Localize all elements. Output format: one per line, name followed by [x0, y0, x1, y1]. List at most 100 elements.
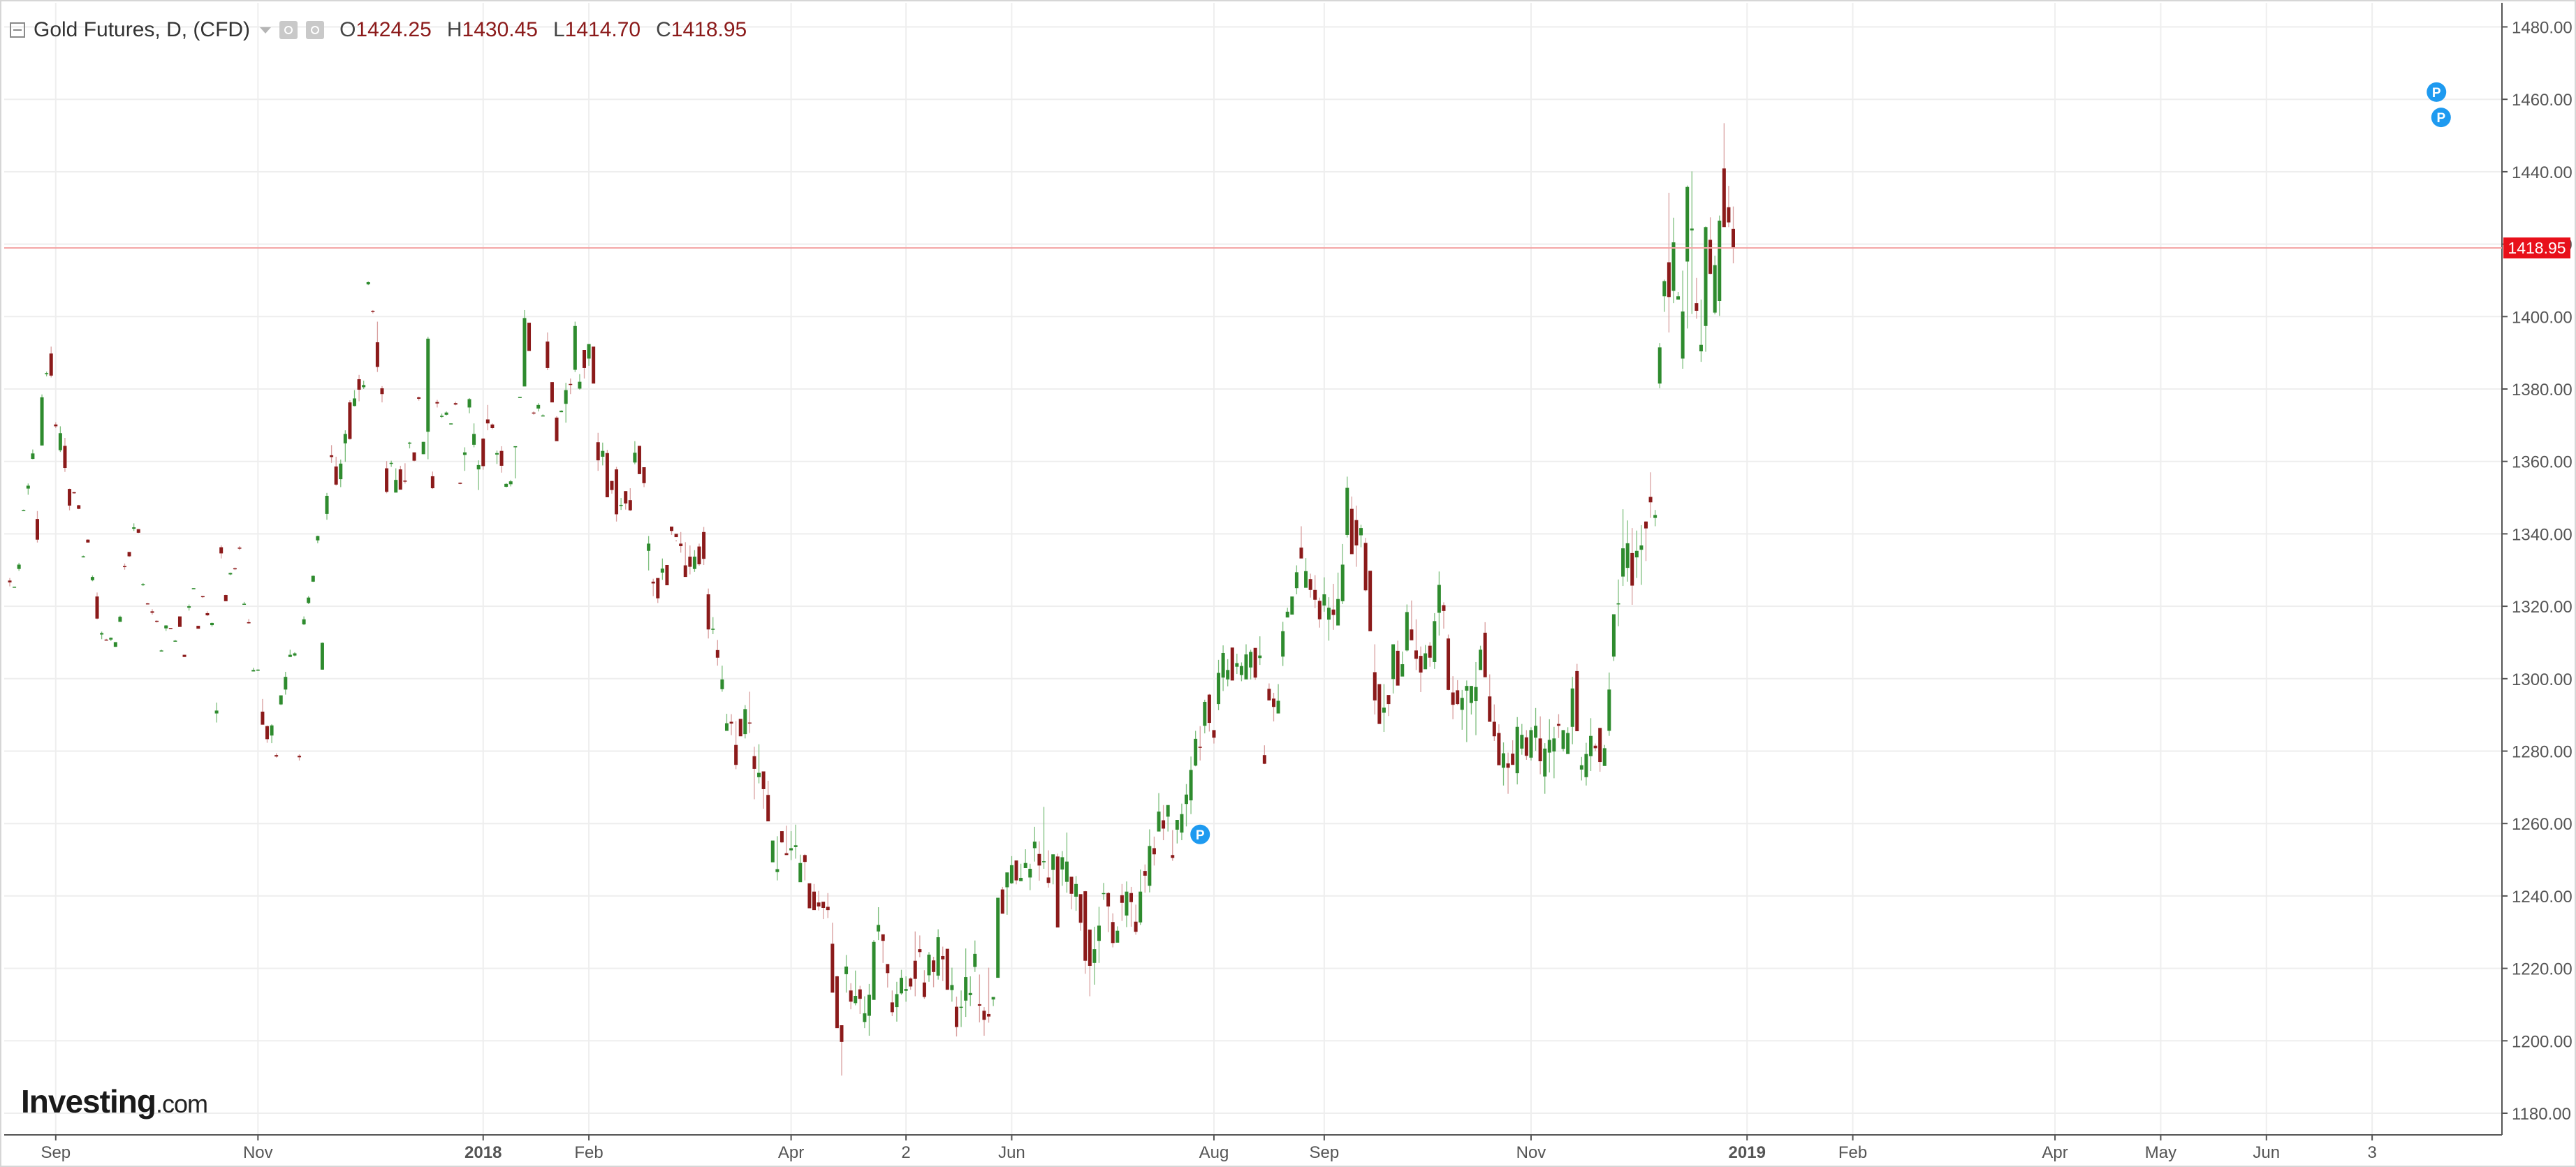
candle-up	[1570, 677, 1574, 744]
candle-body	[968, 992, 972, 995]
candle-down	[1129, 886, 1134, 927]
candle-body	[711, 629, 715, 630]
candle-down	[200, 596, 205, 599]
candle-down	[1349, 496, 1354, 555]
candle-body	[1704, 227, 1708, 326]
candle-body	[1203, 701, 1207, 726]
x-tick-label: Sep	[41, 1143, 71, 1162]
candle-up	[991, 997, 995, 1006]
candle-down	[72, 492, 76, 494]
candle-body	[1249, 652, 1253, 668]
candle-body	[196, 626, 200, 629]
candle-body	[339, 463, 343, 480]
settings-icon[interactable]	[279, 21, 298, 39]
candle-down	[1055, 853, 1060, 928]
candle-body	[1561, 730, 1565, 749]
candle-down	[1442, 602, 1446, 629]
candle-down	[683, 542, 687, 578]
candle-down	[715, 640, 719, 666]
candle-up	[270, 724, 274, 744]
candle-up	[22, 509, 26, 511]
candle-body	[1051, 854, 1055, 870]
candle-body	[150, 611, 154, 613]
candle-down	[881, 934, 885, 963]
candle-down	[145, 603, 149, 605]
candle-body	[1097, 925, 1101, 941]
candle-body	[1005, 872, 1009, 888]
candle-body	[688, 557, 692, 567]
candle-body	[104, 639, 108, 641]
candle-body	[444, 412, 448, 415]
candle-up	[513, 446, 518, 479]
candle-up	[343, 430, 347, 462]
candle-up	[1322, 577, 1326, 612]
candle-down	[1308, 573, 1312, 598]
candle-body	[858, 989, 862, 999]
p-marker-icon[interactable]: P	[2431, 108, 2451, 128]
candle-body	[1718, 220, 1722, 302]
candle-down	[1695, 277, 1699, 319]
instrument-title[interactable]: Gold Futures, D, (CFD)	[34, 18, 251, 41]
candle-body	[1267, 689, 1271, 700]
investing-logo[interactable]: Investing.com	[21, 1083, 208, 1120]
candle-down	[233, 567, 237, 571]
candle-body	[366, 282, 370, 285]
candle-down	[430, 471, 434, 490]
candle-body	[1405, 612, 1409, 651]
p-marker-icon[interactable]: P	[1190, 824, 1210, 844]
candle-body	[210, 622, 214, 626]
candle-up	[1424, 645, 1428, 670]
candle-body	[256, 669, 260, 671]
candle-body	[407, 442, 411, 444]
candle-body	[1317, 601, 1322, 619]
collapse-icon[interactable]	[10, 22, 25, 38]
candle-up	[1244, 644, 1248, 680]
candle-body	[1069, 876, 1074, 894]
candle-down	[977, 974, 981, 1022]
candle-body	[793, 845, 798, 847]
close-icon[interactable]	[306, 21, 325, 39]
candle-up	[1699, 299, 1703, 362]
candle-down	[1556, 714, 1560, 738]
candle-down	[1253, 647, 1257, 680]
candle-body	[1262, 755, 1266, 764]
candle-body	[1465, 686, 1469, 691]
dropdown-caret-icon[interactable]	[260, 27, 272, 34]
candle-down	[1171, 830, 1175, 861]
candle-up	[1294, 565, 1298, 594]
p-marker-icon[interactable]: P	[2427, 82, 2447, 102]
candle-down	[375, 321, 379, 372]
candle-down	[1377, 684, 1382, 724]
candle-body	[90, 577, 94, 580]
candle-down	[1106, 892, 1111, 932]
candle-up	[210, 622, 214, 627]
candle-up	[522, 309, 527, 387]
candle-down	[982, 1007, 986, 1036]
candle-up	[1285, 608, 1289, 618]
candle-down	[849, 983, 853, 1010]
candle-up	[1336, 572, 1340, 626]
candle-body	[1520, 735, 1524, 749]
candle-body	[458, 483, 462, 484]
candle-body	[481, 439, 485, 467]
candle-body	[316, 536, 320, 541]
candle-body	[1506, 763, 1510, 768]
candle-down	[1046, 850, 1051, 888]
candle-up	[191, 588, 196, 589]
candle-body	[17, 564, 21, 569]
candle-up	[1258, 636, 1262, 666]
candle-body	[738, 719, 742, 737]
candle-body	[886, 964, 890, 974]
candle-up	[1579, 756, 1583, 781]
candle-up	[394, 468, 398, 493]
candle-body	[118, 617, 122, 622]
candle-body	[936, 937, 940, 976]
candle-body	[293, 653, 297, 656]
candle-down	[357, 374, 361, 402]
p-marker-circle	[2427, 82, 2447, 102]
candle-body	[453, 403, 458, 405]
candle-down	[458, 482, 462, 485]
candle-up	[711, 617, 715, 635]
candle-up	[1139, 869, 1143, 925]
